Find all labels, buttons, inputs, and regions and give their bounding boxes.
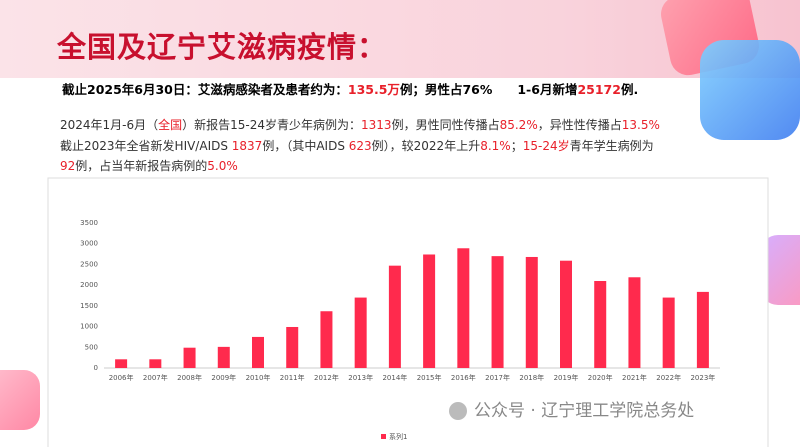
bar <box>388 265 401 368</box>
y-tick-label: 1500 <box>80 302 98 310</box>
x-tick-label: 2011年 <box>280 373 305 382</box>
bar <box>662 297 675 368</box>
x-tick-label: 2007年 <box>143 373 168 382</box>
text-segment: 例. <box>620 82 639 97</box>
text-segment: 1837 <box>231 139 263 153</box>
bar <box>286 326 299 368</box>
deco-blue <box>700 40 800 140</box>
x-tick-label: 2013年 <box>348 373 373 382</box>
text-segment: 例；男性占76% 1-6月新增 <box>399 82 578 97</box>
bar <box>217 346 230 368</box>
text-segment: 92 <box>60 159 76 173</box>
legend-label: 系列1 <box>389 432 407 441</box>
bar <box>491 256 504 368</box>
legend-swatch <box>381 434 386 439</box>
x-tick-label: 2018年 <box>519 373 544 382</box>
paragraph-line: 2024年1月-6月（全国）新报告15-24岁青少年病例为：1313例，男性同性… <box>60 116 660 133</box>
wechat-icon <box>449 402 467 420</box>
x-tick-label: 2019年 <box>554 373 579 382</box>
paragraph-line: 截止2023年全省新发HIV/AIDS 1837例，（其中AIDS 623例），… <box>60 137 654 154</box>
bar <box>628 277 641 368</box>
bar <box>696 291 709 368</box>
x-tick-label: 2006年 <box>109 373 134 382</box>
bar <box>560 260 572 368</box>
text-segment: ，异性性传播占 <box>537 118 622 132</box>
x-tick-label: 2017年 <box>485 373 510 382</box>
text-segment: 2024年1月-6月（ <box>60 118 159 132</box>
bar <box>354 297 367 368</box>
y-tick-label: 2500 <box>80 260 98 268</box>
x-tick-label: 2010年 <box>246 373 271 382</box>
x-tick-label: 2009年 <box>211 373 236 382</box>
y-tick-label: 2000 <box>80 281 98 289</box>
text-segment: ； <box>510 139 523 153</box>
watermark: 公众号 · 辽宁理工学院总务处 <box>474 401 694 421</box>
text-segment: 例），较2022年上升 <box>371 139 481 153</box>
y-tick-label: 0 <box>94 364 98 372</box>
bar <box>183 347 196 368</box>
x-tick-label: 2008年 <box>177 373 202 382</box>
y-tick-label: 1000 <box>80 323 98 331</box>
text-segment: 截止2025年6月30日：艾滋病感染者及患者约为： <box>62 82 348 97</box>
bar <box>457 248 470 368</box>
bar <box>423 254 436 368</box>
text-segment: 全国 <box>158 118 183 132</box>
title: 全国及辽宁艾滋病疫情： <box>57 30 388 64</box>
text-segment: 5.0% <box>207 159 238 173</box>
text-segment: 15-24岁 <box>522 139 570 153</box>
y-tick-label: 3500 <box>80 219 98 227</box>
x-tick-label: 2012年 <box>314 373 339 382</box>
x-tick-label: 2016年 <box>451 373 476 382</box>
y-tick-label: 500 <box>85 343 98 351</box>
x-tick-label: 2020年 <box>588 373 613 382</box>
x-tick-label: 2021年 <box>622 373 647 382</box>
bar <box>115 359 128 368</box>
x-tick-label: 2022年 <box>656 373 681 382</box>
bar <box>594 281 607 368</box>
text-segment: 623 <box>348 139 372 153</box>
chart-frame <box>47 177 769 447</box>
text-segment: 135.5万 <box>347 82 400 97</box>
text-segment: 例，（其中AIDS <box>262 139 349 153</box>
text-segment: 截止2023年全省新发HIV/AIDS <box>60 139 232 153</box>
bar <box>525 256 538 368</box>
text-segment: 85.2% <box>499 118 538 132</box>
x-tick-label: 2014年 <box>382 373 407 382</box>
x-tick-label: 2023年 <box>690 373 715 382</box>
text-segment: 1313 <box>361 118 392 132</box>
text-segment: 青年学生病例为 <box>569 139 654 153</box>
deco-left <box>0 370 40 430</box>
text-segment: 25172 <box>577 82 621 97</box>
bar <box>320 311 333 368</box>
text-segment: 例，占当年新报告病例的 <box>75 159 208 173</box>
bar <box>149 359 162 368</box>
text-segment: 例，男性同性传播占 <box>391 118 500 132</box>
y-tick-label: 3000 <box>80 240 98 248</box>
bar <box>252 336 264 368</box>
text-segment: ）新报告15-24岁青少年病例为： <box>182 118 362 132</box>
text-segment: 13.5% <box>621 118 660 132</box>
x-tick-label: 2015年 <box>417 373 442 382</box>
headline: 截止2025年6月30日：艾滋病感染者及患者约为：135.5万例；男性占76% … <box>62 79 638 98</box>
text-segment: 8.1% <box>480 139 511 153</box>
paragraph-line: 92例，占当年新报告病例的5.0% <box>60 157 238 174</box>
